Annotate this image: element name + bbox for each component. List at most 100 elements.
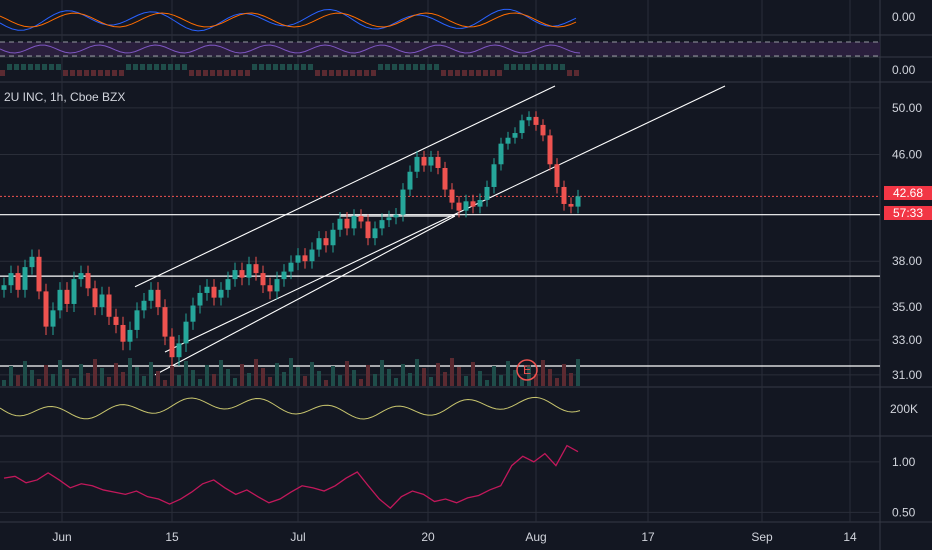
volume-bar (366, 365, 370, 386)
volume-bar (86, 373, 90, 386)
histogram-bar (399, 64, 404, 70)
histogram-bar (378, 64, 383, 70)
histogram-bar (483, 70, 488, 76)
candle-body (15, 273, 21, 290)
volume-bar (240, 364, 244, 386)
candle-body (260, 273, 266, 286)
volume-bar (268, 377, 272, 386)
candle-body (246, 264, 252, 278)
candle-body (386, 217, 392, 221)
volume-bar (569, 373, 573, 386)
candle-body (183, 321, 189, 344)
histogram-bar (21, 64, 26, 70)
candle-body (365, 221, 371, 239)
volume-bar (373, 374, 377, 386)
volume-bar (317, 371, 321, 386)
histogram-bar (84, 70, 89, 76)
histogram-bar (245, 70, 250, 76)
candle-body (428, 156, 434, 166)
histogram-bar (567, 70, 572, 76)
candle-body (239, 270, 245, 278)
histogram-bar (385, 64, 390, 70)
candle-body (456, 202, 462, 211)
volume-bar (289, 358, 293, 386)
histogram-bar (98, 70, 103, 76)
time-tick-label: Jul (290, 530, 305, 544)
histogram-bar (357, 70, 362, 76)
volume-bar (65, 369, 69, 386)
volume-bar (534, 374, 538, 386)
trend-channel-line (164, 85, 726, 353)
candle-body (519, 120, 525, 134)
volume-bar (37, 379, 41, 386)
osc1-signal-line (0, 12, 577, 28)
histogram-bar (448, 70, 453, 76)
histogram-bar (420, 64, 425, 70)
volume-bar (338, 375, 342, 386)
histogram-bar (70, 70, 75, 76)
histogram-bar (133, 64, 138, 70)
volume-bar (296, 367, 300, 386)
volume-bar (408, 373, 412, 386)
candle-body (71, 279, 77, 304)
volume-bar (226, 369, 230, 386)
histogram-bar (273, 64, 278, 70)
candle-body (113, 316, 119, 325)
candle-body (540, 124, 546, 136)
time-tick-label: Aug (525, 530, 546, 544)
volume-bar (499, 375, 503, 386)
volume-bar (135, 367, 139, 386)
volume-bar (72, 378, 76, 386)
volume-bar (520, 379, 524, 386)
trend-channel-line (134, 85, 556, 288)
volume-bar (457, 367, 461, 386)
candle-body (393, 214, 399, 218)
candle-body (463, 201, 469, 211)
candle-body (302, 255, 308, 262)
volume-bar (506, 361, 510, 386)
candle-body (50, 310, 56, 327)
volume-bar (23, 361, 27, 386)
volume-bar (177, 375, 181, 386)
time-tick-label: Sep (751, 530, 773, 544)
volume-bar (555, 378, 559, 386)
volume-bar (184, 361, 188, 386)
volume-bar (380, 360, 384, 386)
histogram-bar (0, 70, 5, 76)
histogram-bar (315, 70, 320, 76)
volume-bar (485, 380, 489, 386)
volume-bar (464, 376, 468, 386)
histogram-bar (7, 64, 12, 70)
candle-body (162, 307, 168, 337)
histogram-bar (294, 64, 299, 70)
histogram-bar (189, 70, 194, 76)
candle-body (344, 218, 350, 229)
price-tick-label: 31.00 (892, 368, 922, 382)
candle-body (253, 264, 259, 274)
volume-bar (170, 366, 174, 386)
histogram-bar (301, 64, 306, 70)
volume-bar (436, 363, 440, 386)
volume-bar (9, 366, 13, 386)
histogram-bar (406, 64, 411, 70)
osc2-tick-label: 0.00 (892, 63, 916, 77)
price-tick-label: 33.00 (892, 333, 922, 347)
ratio-tick-label: 0.50 (892, 505, 916, 519)
candle-body (64, 289, 70, 304)
time-tick-label: 14 (843, 530, 857, 544)
volume-bar (310, 362, 314, 386)
candle-body (561, 186, 567, 204)
price-tick-label: 35.00 (892, 300, 922, 314)
candle-body (169, 336, 175, 358)
candle-body (134, 310, 140, 330)
histogram-bar (329, 70, 334, 76)
candle-body (1, 285, 7, 290)
histogram-bar (490, 70, 495, 76)
candle-body (190, 305, 196, 322)
volume-bar (471, 362, 475, 386)
candle-body (316, 238, 322, 250)
volume-bar (114, 363, 118, 386)
trend-channel-line (154, 215, 456, 376)
candle-body (211, 286, 217, 298)
